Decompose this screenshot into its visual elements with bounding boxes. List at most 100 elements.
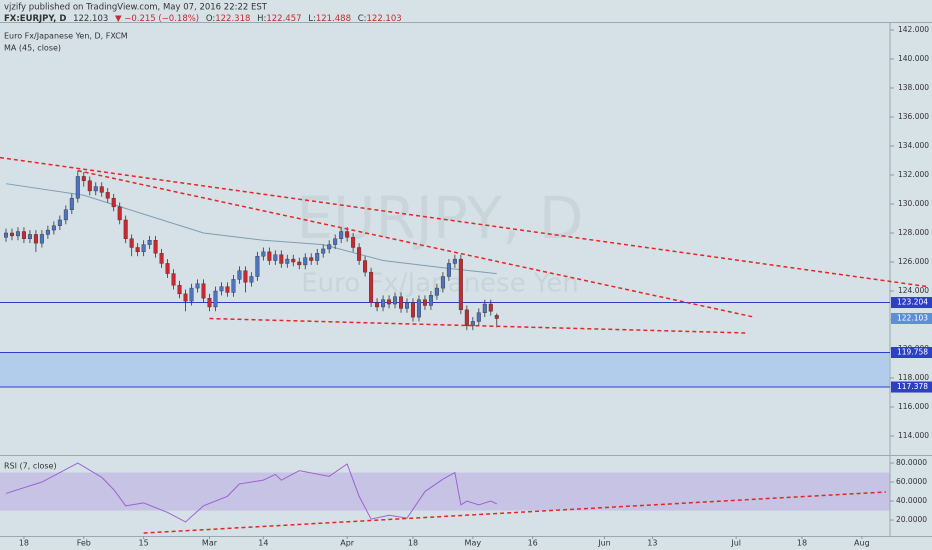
- candle-body: [375, 302, 380, 308]
- candle-body: [129, 238, 134, 248]
- candle-body: [201, 283, 206, 299]
- x-tick-label: May: [465, 539, 482, 548]
- candle-body: [33, 234, 38, 244]
- candle-body: [135, 247, 140, 253]
- candle-body: [81, 176, 86, 181]
- chart-title: Euro Fx/Japanese Yen, D, FXCM: [4, 32, 128, 41]
- candle-body: [45, 229, 50, 235]
- y-tick-label: 114.000: [898, 431, 929, 440]
- level-label: 123.204: [897, 298, 928, 307]
- candle-body: [267, 251, 272, 261]
- candle-body: [147, 240, 152, 245]
- candle-body: [237, 270, 242, 280]
- candle-body: [404, 302, 409, 309]
- candle-body: [285, 258, 290, 264]
- candle-body: [165, 263, 170, 274]
- y-tick-label: 118.000: [898, 373, 929, 382]
- candle-body: [249, 276, 254, 283]
- candle-body: [177, 284, 182, 295]
- y-tick-label: 136.000: [898, 112, 929, 121]
- o-value: 122.318: [215, 14, 250, 24]
- candle-body: [57, 219, 62, 226]
- x-tick-label: Jun: [597, 539, 611, 548]
- candle-body: [111, 197, 116, 208]
- x-tick-label: Jul: [730, 539, 741, 548]
- level-box: [891, 347, 932, 359]
- candle-body: [434, 287, 439, 296]
- candle-body: [327, 244, 332, 250]
- publisher: vjzify published on TradingView.com, May…: [4, 3, 268, 13]
- candle-body: [93, 186, 98, 192]
- l-value: 121.488: [316, 14, 351, 24]
- candle-body: [273, 254, 278, 261]
- candle-body: [494, 315, 499, 319]
- candle-body: [381, 299, 386, 308]
- y-tick-label: 128.000: [898, 228, 929, 237]
- y-tick-label: 140.000: [898, 54, 929, 63]
- rsi-pane: [0, 456, 890, 536]
- rsi-trendline: [143, 491, 886, 534]
- candle-body: [399, 296, 404, 309]
- y-tick-label: 124.000: [898, 286, 929, 295]
- y-tick-label: 126.000: [898, 257, 929, 266]
- candle-body: [339, 231, 344, 239]
- candle-body: [195, 283, 200, 289]
- candle-body: [297, 261, 302, 266]
- candle-body: [51, 225, 56, 231]
- candle-body: [3, 232, 8, 238]
- candle-body: [321, 248, 326, 254]
- x-tick-label: 18: [797, 539, 807, 548]
- candle-body: [387, 299, 392, 305]
- candle-body: [63, 209, 68, 221]
- watermark-sub: Euro Fx/Japanese Yen: [301, 269, 579, 299]
- rsi-tick-label: 60.0000: [896, 477, 927, 486]
- trendline: [77, 169, 755, 318]
- candle-body: [255, 255, 260, 277]
- candle-body: [207, 298, 212, 308]
- candle-body: [171, 273, 176, 286]
- candle-body: [440, 276, 445, 289]
- candle-body: [279, 254, 284, 264]
- candle-body: [225, 286, 230, 293]
- candle-body: [446, 263, 451, 277]
- candle-body: [428, 295, 433, 306]
- candle-body: [393, 296, 398, 305]
- candle-body: [261, 251, 266, 257]
- candle-body: [219, 286, 224, 292]
- candle-body: [39, 234, 44, 244]
- ohlc-header: FX:EURJPY, D 122.103 ▼ −0.215 (−0.18%) O…: [4, 14, 402, 24]
- rsi-legend: RSI (7, close): [4, 462, 57, 471]
- candle-body: [105, 192, 110, 199]
- candle-body: [159, 253, 164, 264]
- x-tick-label: Apr: [340, 539, 355, 548]
- candle-body: [243, 270, 248, 283]
- level-box: [891, 297, 932, 309]
- candle-body: [333, 238, 338, 245]
- candle-body: [488, 303, 493, 312]
- y-tick-label: 134.000: [898, 141, 929, 150]
- y-tick-label: 138.000: [898, 83, 929, 92]
- candle-body: [369, 271, 374, 303]
- candle-body: [452, 258, 457, 264]
- last-price-box: [891, 313, 932, 325]
- candle-body: [87, 180, 92, 192]
- rsi-tick-label: 20.0000: [896, 515, 927, 524]
- candle-body: [9, 232, 14, 237]
- last-price-label: 122.103: [897, 314, 928, 323]
- candle-body: [21, 231, 26, 239]
- candle-body: [153, 240, 158, 254]
- candle-body: [363, 260, 368, 273]
- x-tick-label: 16: [528, 539, 538, 548]
- candle-body: [15, 231, 20, 237]
- y-tick-label: 132.000: [898, 170, 929, 179]
- candle-body: [422, 299, 427, 306]
- rsi-line: [5, 462, 497, 523]
- rsi-tick-label: 80.0000: [896, 458, 927, 467]
- candle-body: [117, 206, 122, 221]
- h-label: H:: [257, 14, 266, 24]
- level-label: 117.378: [897, 382, 928, 391]
- candle-body: [410, 302, 415, 318]
- level-label: 119.758: [897, 348, 928, 357]
- candle-body: [482, 303, 487, 313]
